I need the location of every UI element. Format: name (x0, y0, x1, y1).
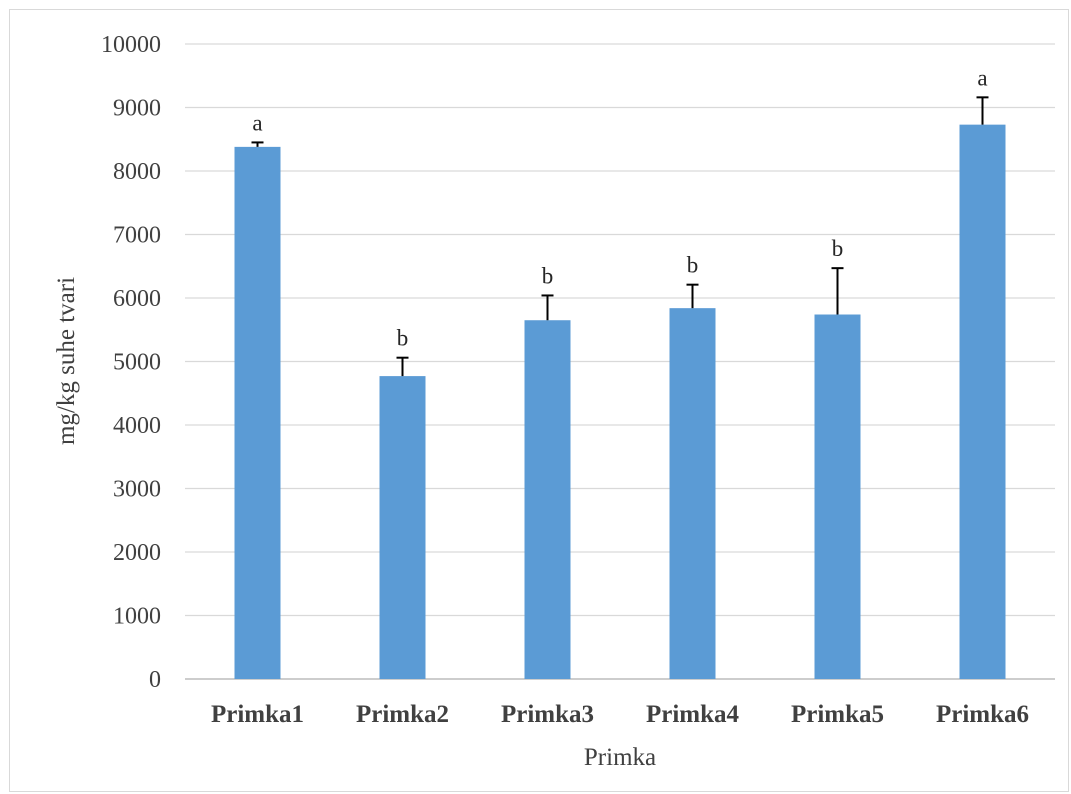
y-tick-label: 0 (149, 667, 161, 693)
x-category-label: Primka5 (791, 701, 884, 728)
error-bar (976, 96, 989, 125)
x-category-label: Primka6 (936, 701, 1029, 728)
significance-letter: b (832, 236, 844, 261)
bar (669, 308, 716, 679)
significance-letter: a (252, 110, 262, 135)
y-tick-label: 3000 (113, 477, 161, 503)
y-tick-label: 4000 (113, 413, 161, 439)
bar (379, 376, 426, 679)
x-category-label: Primka1 (211, 701, 304, 728)
significance-letter: b (397, 326, 409, 351)
significance-letter: a (977, 65, 987, 90)
y-axis-tick-labels: 0 1000 2000 3000 4000 5000 6000 7000 8000 9000 100… (101, 32, 161, 693)
bars (234, 124, 1006, 679)
x-category-label: Primka3 (501, 701, 594, 728)
gridlines (185, 43, 1055, 680)
y-axis-title: mg/kg suhe tvari (53, 277, 80, 445)
x-category-label: Primka2 (356, 701, 449, 728)
y-tick-label: 10000 (101, 32, 161, 58)
error-bar (396, 356, 409, 377)
y-tick-label: 9000 (113, 96, 161, 122)
y-tick-label: 1000 (113, 604, 161, 630)
bar (959, 124, 1006, 679)
error-bar (251, 141, 264, 147)
x-axis-category-labels: Primka1 Primka2 Primka3 Primka4 Primka5 Primk… (211, 701, 1029, 728)
y-tick-label: 8000 (113, 159, 161, 185)
bar (234, 146, 281, 679)
error-bars (251, 96, 989, 377)
error-bar (541, 294, 554, 321)
y-tick-label: 6000 (113, 286, 161, 312)
bar (524, 320, 571, 679)
x-category-label: Primka4 (646, 701, 740, 728)
y-tick-label: 5000 (113, 350, 161, 376)
error-bar (831, 267, 844, 315)
y-tick-label: 2000 (113, 540, 161, 566)
significance-letters: a b b b b a (252, 65, 987, 350)
significance-letter: b (687, 253, 699, 278)
significance-letter: b (542, 263, 554, 288)
y-tick-label: 7000 (113, 223, 161, 249)
x-axis-title: Primka (584, 744, 656, 771)
error-bar (686, 283, 699, 309)
bar (814, 314, 861, 679)
